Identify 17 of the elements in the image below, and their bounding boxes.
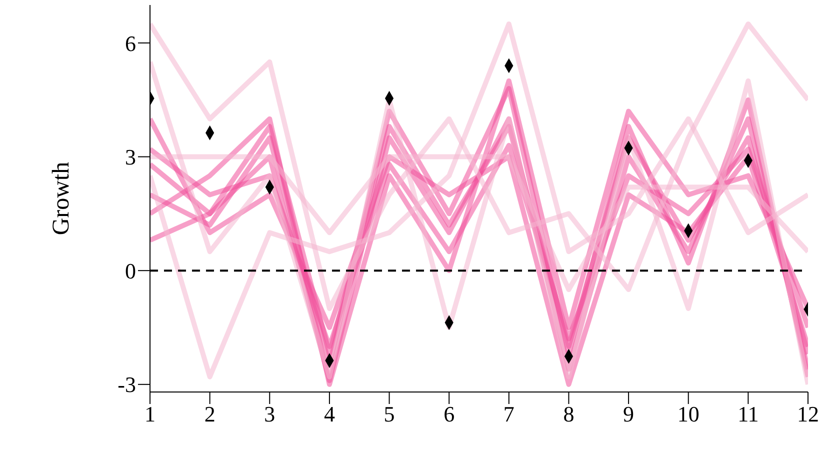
y-tick-label: -3 — [118, 372, 136, 398]
x-tick-label: 5 — [384, 402, 395, 427]
y-tick-label: 3 — [125, 144, 136, 170]
x-tick-label: 9 — [623, 402, 634, 427]
x-tick-label: 6 — [444, 402, 455, 427]
y-tick-label: 6 — [125, 30, 136, 56]
x-tick-label: 8 — [563, 402, 574, 427]
x-tick-label: 10 — [677, 402, 700, 427]
x-tick-label: 11 — [738, 402, 759, 427]
x-tick-label: 4 — [324, 402, 335, 427]
x-tick-label: 3 — [264, 402, 276, 427]
x-tick-label: 7 — [503, 402, 514, 427]
x-tick-label: 2 — [204, 402, 216, 427]
x-tick-label: 12 — [797, 402, 819, 427]
x-tick-label: 1 — [144, 402, 156, 427]
y-tick-label: 0 — [125, 258, 136, 284]
y-axis-title: Growth — [48, 162, 75, 236]
